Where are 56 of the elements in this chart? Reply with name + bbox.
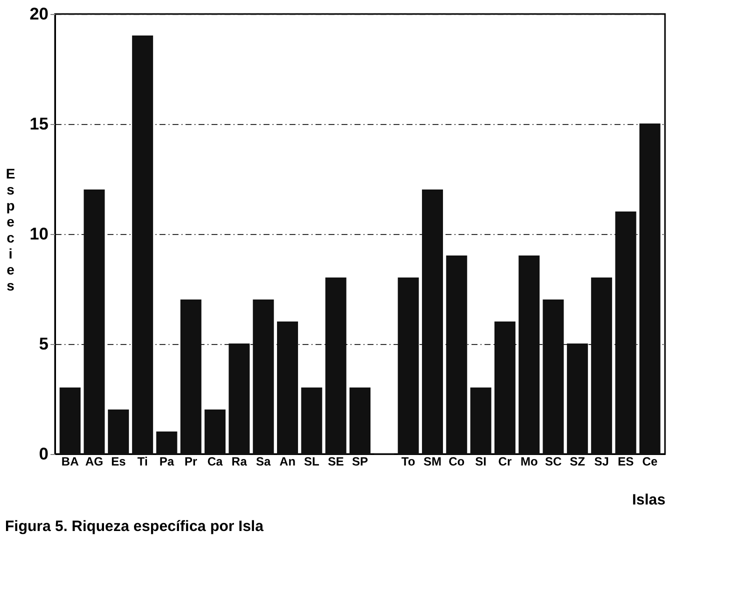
x-tick-label: Ra xyxy=(232,454,248,468)
x-tick-label: Ca xyxy=(207,454,224,468)
x-axis-title: Islas xyxy=(632,492,666,508)
bar xyxy=(518,256,540,454)
x-tick-label: Co xyxy=(448,454,465,468)
bar xyxy=(566,344,588,454)
bar xyxy=(591,278,612,454)
y-tick-label: 20 xyxy=(30,4,48,24)
bar xyxy=(422,190,443,454)
x-tick-label: SE xyxy=(328,454,344,468)
bar xyxy=(615,212,636,454)
y-tick-label: 0 xyxy=(39,444,48,464)
bar xyxy=(542,300,564,454)
bar xyxy=(277,322,298,454)
bar xyxy=(252,300,274,454)
bar xyxy=(494,322,516,454)
x-tick-label: BA xyxy=(61,454,80,468)
x-tick-label: An xyxy=(280,454,296,468)
bar xyxy=(132,36,154,454)
bar xyxy=(228,344,250,454)
x-tick-label: SL xyxy=(304,454,320,468)
bar xyxy=(204,410,226,454)
bar xyxy=(301,388,322,454)
x-tick-label: Cr xyxy=(498,454,512,468)
y-tick-label: 10 xyxy=(30,224,48,244)
bar xyxy=(108,410,129,454)
x-tick-label: SI xyxy=(475,454,486,468)
bar xyxy=(350,388,370,454)
x-tick-label: Ce xyxy=(642,454,658,468)
bar xyxy=(398,278,419,454)
text: Figura 5. Riqueza específica por Isla xyxy=(5,518,264,535)
x-tick-label: Pr xyxy=(184,454,198,468)
x-tick-label: SC xyxy=(544,454,562,468)
x-tick-label: To xyxy=(401,454,416,468)
x-tick-label: Pa xyxy=(159,454,174,468)
x-tick-label: SJ xyxy=(594,454,609,468)
x-tick-label: Mo xyxy=(520,454,538,468)
bar xyxy=(180,300,202,454)
x-tick-label: SM xyxy=(423,454,442,468)
bar xyxy=(446,256,468,454)
bar xyxy=(325,278,346,454)
bar xyxy=(60,388,81,454)
bar xyxy=(470,388,492,454)
bar xyxy=(84,190,105,454)
x-tick-label: AG xyxy=(85,454,104,468)
y-tick-label: 15 xyxy=(30,114,48,134)
y-tick-label: 5 xyxy=(39,334,48,354)
x-tick-label: ES xyxy=(618,454,634,468)
x-tick-label: SZ xyxy=(570,454,586,468)
bar xyxy=(156,432,178,454)
x-tick-label: Es xyxy=(111,454,126,468)
x-tick-label: Ti xyxy=(137,454,148,468)
x-tick-label: Sa xyxy=(256,454,272,468)
x-tick-label: SP xyxy=(352,454,368,468)
y-axis-title: Especies xyxy=(6,166,16,294)
bar xyxy=(639,124,660,454)
